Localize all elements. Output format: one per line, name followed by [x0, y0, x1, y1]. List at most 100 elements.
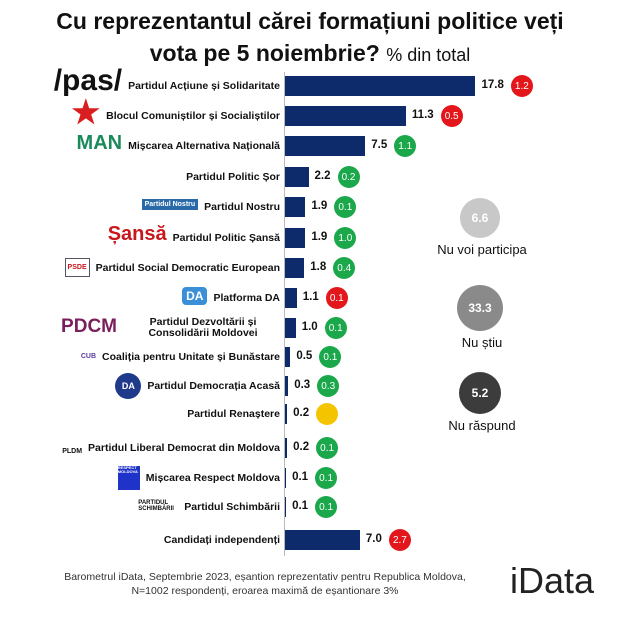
bar: [285, 318, 296, 338]
value-label: 1.9: [311, 200, 328, 212]
axis-line: [284, 72, 285, 556]
value-label: 0.1: [292, 471, 309, 483]
value-label: 1.0: [301, 321, 318, 333]
other-answer-label: Nu voi participa: [437, 242, 527, 257]
bar: [285, 376, 289, 396]
party-logo: PARTIDUL SCHIMBĂRII: [138, 500, 174, 512]
bar: [285, 468, 287, 488]
category-label: Coaliția pentru Unitate și Bunăstare: [102, 350, 280, 363]
category-label: Mișcarea Alternativa Națională: [128, 139, 280, 152]
category-label: Partidul Renaștere: [187, 407, 280, 420]
change-badge: 0.1: [315, 467, 338, 489]
other-answer-circle: 33.3: [457, 285, 503, 331]
change-badge: 1.2: [510, 75, 533, 97]
bar-row: Partidul Social Democratic European PSDE 1…: [0, 254, 620, 282]
category-label: Mișcarea Respect Moldova: [145, 471, 280, 484]
bar-row: Blocul Comuniștilor și Socialiștilor ★ 11.…: [0, 96, 620, 130]
bar-row: Platforma DA DA 1.1 0.1: [0, 284, 620, 312]
bar-row: Partidul Schimbării PARTIDUL SCHIMBĂRII 0.…: [0, 493, 620, 521]
bar: [285, 497, 287, 517]
category-label: Partidul Politic Șansă: [172, 231, 280, 244]
party-logo: Șansă: [107, 223, 167, 245]
party-logo: MAN: [76, 132, 123, 154]
party-logo: PDCM: [61, 316, 117, 337]
party-logo: PLDM: [62, 448, 83, 455]
party-logo: Partidul Nostru: [141, 199, 199, 210]
category-label: Partidul Social Democratic European: [95, 261, 280, 274]
bar: [285, 106, 406, 126]
bar: [285, 530, 360, 550]
footer-line1: Barometrul iData, Septembrie 2023, eșant…: [64, 571, 466, 583]
other-answer-label: Nu știu: [461, 335, 503, 350]
bar: [285, 228, 306, 248]
change-badge: 0.4: [333, 257, 356, 279]
other-answer-circle: 6.6: [460, 198, 500, 238]
change-badge: 0.5: [440, 105, 463, 127]
bar: [285, 136, 366, 156]
category-label: Partidul Acțiune și Solidaritate: [128, 79, 280, 92]
change-badge: 1.1: [394, 135, 417, 157]
bar: [285, 76, 476, 96]
change-badge: 0.1: [334, 196, 357, 218]
change-badge: 1.0: [334, 227, 357, 249]
category-label: Candidați independenți: [163, 533, 280, 546]
value-label: 0.2: [293, 441, 310, 453]
bar: [285, 258, 305, 278]
bar-row: Candidați independenți 7.0 2.7: [0, 526, 620, 554]
value-label: 7.0: [365, 533, 382, 545]
change-badge: 0.1: [315, 496, 338, 518]
category-label: Partidul Schimbării: [184, 500, 280, 513]
value-label: 1.8: [310, 261, 327, 273]
other-answer-label: Nu răspund: [448, 418, 516, 433]
change-badge: [316, 403, 339, 425]
value-label: 1.1: [302, 291, 319, 303]
value-label: 0.3: [294, 379, 311, 391]
bar-row: Coaliția pentru Unitate și Bunăstare CUB 0…: [0, 343, 620, 371]
party-logo: DA: [182, 287, 208, 305]
party-logo: PSDE: [64, 258, 90, 277]
chart-title-line2: vota pe 5 noiembrie?: [149, 40, 380, 66]
party-logo: ★: [71, 94, 101, 130]
brand-logo: iData: [510, 560, 595, 601]
party-logo: /pas/: [53, 64, 123, 97]
value-label: 0.5: [296, 350, 313, 362]
change-badge: 0.1: [316, 437, 339, 459]
category-label: Partidul Liberal Democrat din Moldova: [88, 441, 280, 454]
other-answer-circle: 5.2: [459, 372, 501, 414]
footer-line2: N=1002 respondenți, eroarea maximă de eș…: [131, 585, 399, 597]
bar-row: Mișcarea Alternativa Națională MAN 7.5 1.1: [0, 132, 620, 160]
bar: [285, 167, 309, 187]
value-label: 11.3: [411, 109, 434, 121]
bar-row: Partidul Democrația Acasă DA 0.3 0.3: [0, 372, 620, 400]
bar-row: Partidul Politic Șansă Șansă 1.9 1.0: [0, 224, 620, 252]
change-badge: 0.1: [324, 317, 347, 339]
bar: [285, 438, 288, 458]
change-badge: 0.2: [337, 166, 360, 188]
bar-row: Partidul Liberal Democrat din Moldova PLD…: [0, 434, 620, 462]
bar: [285, 288, 297, 308]
bar-row: Partidul Acțiune și Solidaritate/pas/17.…: [0, 66, 620, 100]
chart-title-line1: Cu reprezentantul cărei formațiuni polit…: [56, 8, 564, 34]
value-label: 1.9: [311, 231, 328, 243]
category-label: Partidul Dezvoltării și Consolidării Mol…: [148, 316, 258, 339]
bar: [285, 197, 306, 217]
party-logo: RESPECT MOLDOVA: [117, 466, 140, 490]
bar-row: Partidul Dezvoltării și Consolidării Mol…: [0, 314, 620, 342]
bar: [285, 404, 288, 424]
change-badge: 0.3: [317, 375, 340, 397]
change-badge: 0.1: [319, 346, 342, 368]
change-badge: 0.1: [325, 287, 348, 309]
value-label: 17.8: [481, 79, 504, 91]
category-label: Platforma DA: [213, 291, 280, 304]
party-logo: CUB: [80, 353, 97, 360]
bar-row: Partidul Politic Șor 2.2 0.2: [0, 163, 620, 191]
bar-row: Partidul Renaștere 0.2: [0, 400, 620, 428]
category-label: Partidul Politic Șor: [186, 170, 280, 183]
category-label: Partidul Nostru: [204, 200, 280, 213]
party-logo: DA: [115, 373, 142, 399]
bar-row: Partidul Nostru Partidul Nostru 1.9 0.1: [0, 193, 620, 221]
bar: [285, 347, 291, 367]
bar-row: Mișcarea Respect Moldova RESPECT MOLDOVA 0…: [0, 464, 620, 492]
change-badge: 2.7: [388, 529, 411, 551]
